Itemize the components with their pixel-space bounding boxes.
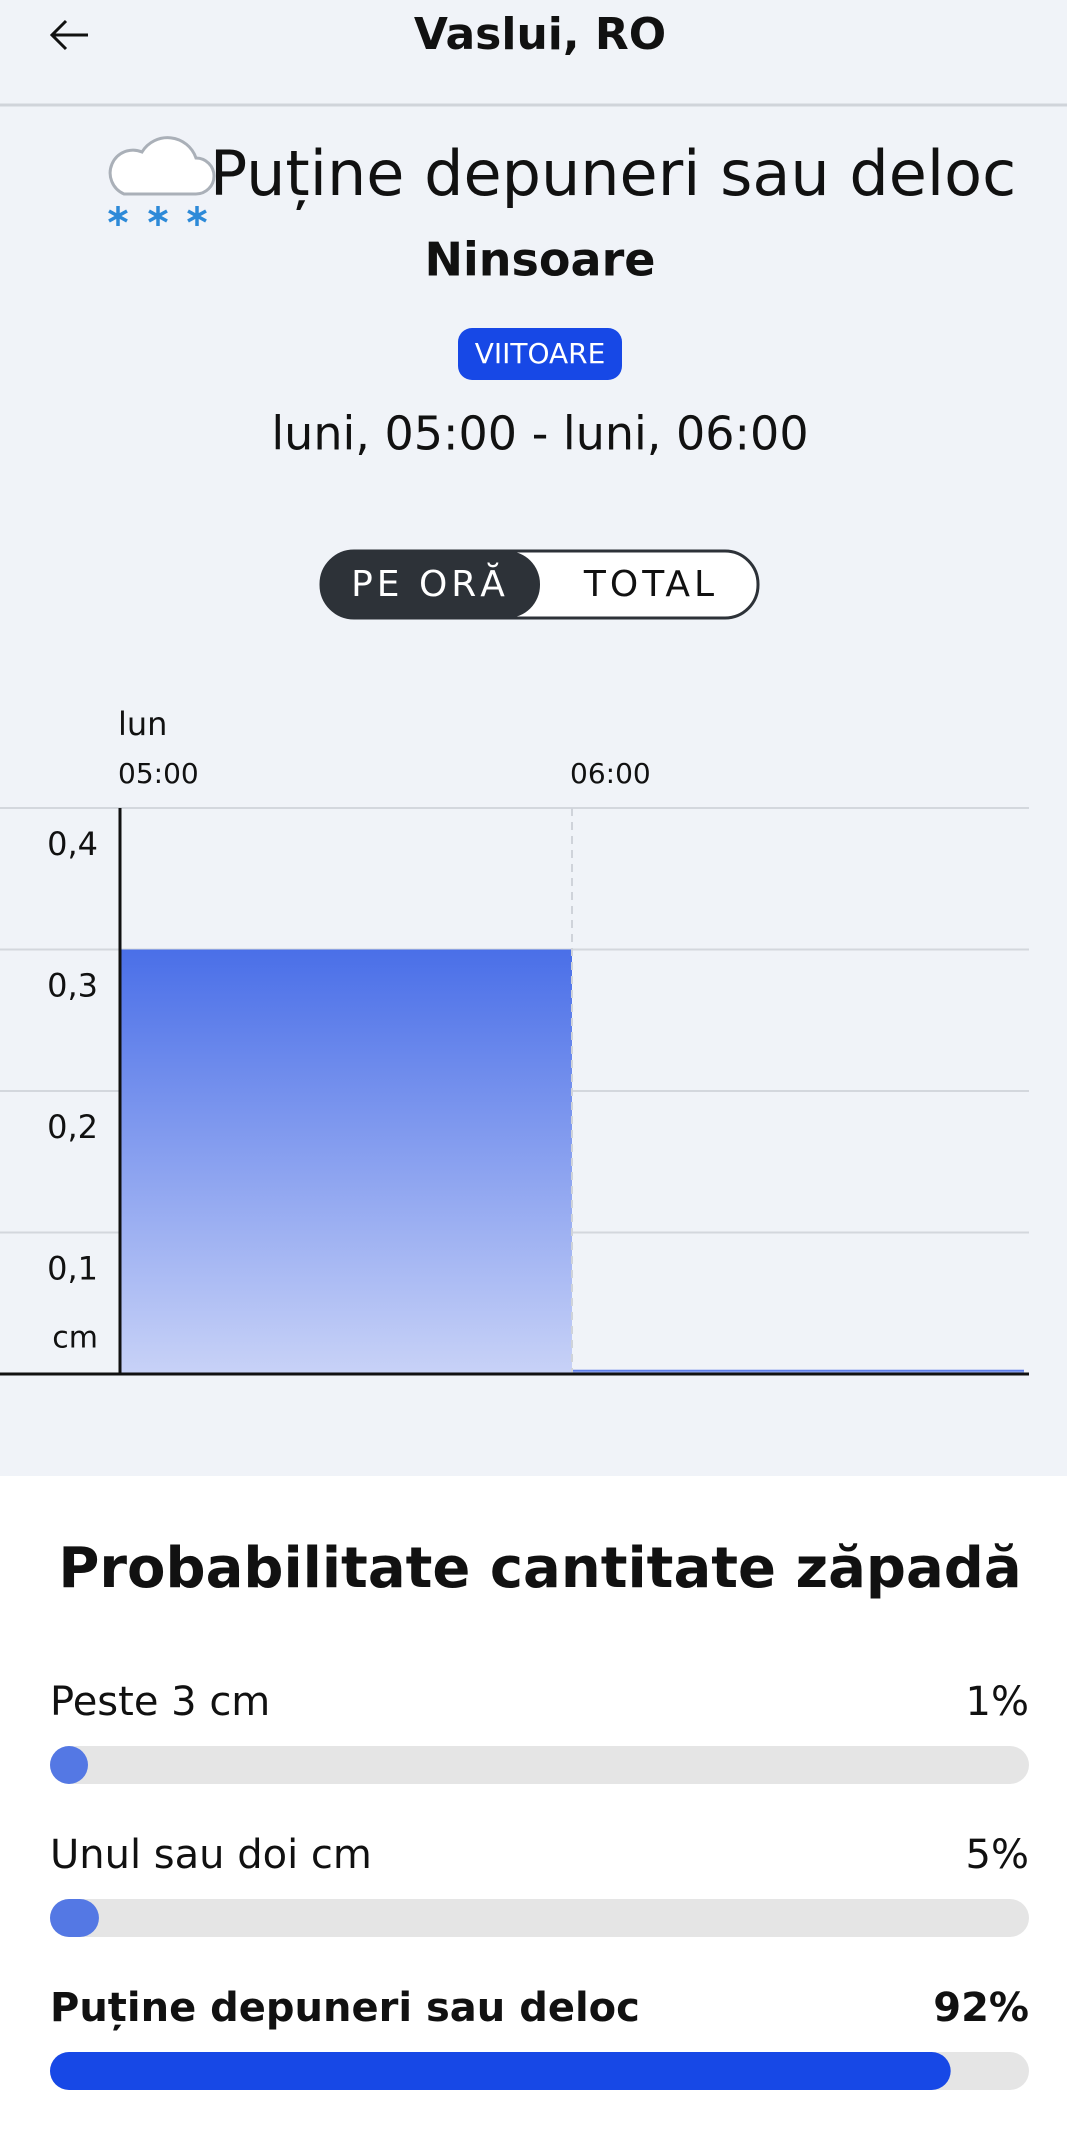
probabilities: Probabilitate cantitate zăpadă Peste 3 c… bbox=[50, 1536, 1029, 2090]
probability-track bbox=[50, 1899, 1029, 1937]
y-tick-label: 0,1 bbox=[47, 1250, 98, 1288]
probability-value: 5% bbox=[966, 1832, 1029, 1878]
x-tick-label: 06:00 bbox=[570, 757, 651, 790]
back-button[interactable] bbox=[49, 19, 88, 51]
section-title: Probabilitate cantitate zăpadă bbox=[58, 1536, 1021, 1601]
probability-label: Unul sau doi cm bbox=[50, 1832, 372, 1878]
probability-bar bbox=[50, 1899, 99, 1937]
bar bbox=[120, 949, 572, 1374]
probability-value: 92% bbox=[933, 1985, 1029, 2031]
x-tick-label: 05:00 bbox=[118, 757, 199, 790]
probability-track bbox=[50, 1746, 1029, 1784]
probability-bar bbox=[50, 1746, 88, 1784]
y-tick-label: 0,2 bbox=[47, 1108, 98, 1146]
forecast-title: Puține depuneri sau deloc bbox=[210, 137, 1016, 210]
unit-label: cm bbox=[52, 1321, 98, 1356]
chart: 0,1 0,2 0,3 0,4 cm lun 05:00 06:00 bbox=[0, 705, 1029, 1376]
probability-value: 1% bbox=[966, 1679, 1029, 1725]
bar bbox=[572, 1369, 1024, 1374]
forecast-subtitle: Ninsoare bbox=[425, 233, 656, 287]
probability-label: Peste 3 cm bbox=[50, 1679, 270, 1725]
snow-icon bbox=[108, 136, 216, 226]
badge-text: VIITOARE bbox=[475, 337, 606, 370]
badge bbox=[458, 328, 622, 380]
toggle-option[interactable]: PE ORĂ bbox=[351, 562, 509, 605]
y-tick-label: 0,4 bbox=[47, 825, 98, 863]
y-tick-label: 0,3 bbox=[47, 967, 98, 1005]
toggle-selected[interactable] bbox=[321, 551, 540, 618]
location-title: Vaslui, RO bbox=[414, 9, 666, 60]
probability-label: Puține depuneri sau deloc bbox=[50, 1985, 640, 2031]
probability-bar bbox=[50, 2052, 951, 2090]
toggle-option[interactable]: TOTAL bbox=[583, 564, 718, 605]
day-label: lun bbox=[118, 705, 167, 743]
time-range: luni, 05:00 - luni, 06:00 bbox=[271, 407, 808, 461]
bottom-background bbox=[0, 1476, 1067, 2138]
